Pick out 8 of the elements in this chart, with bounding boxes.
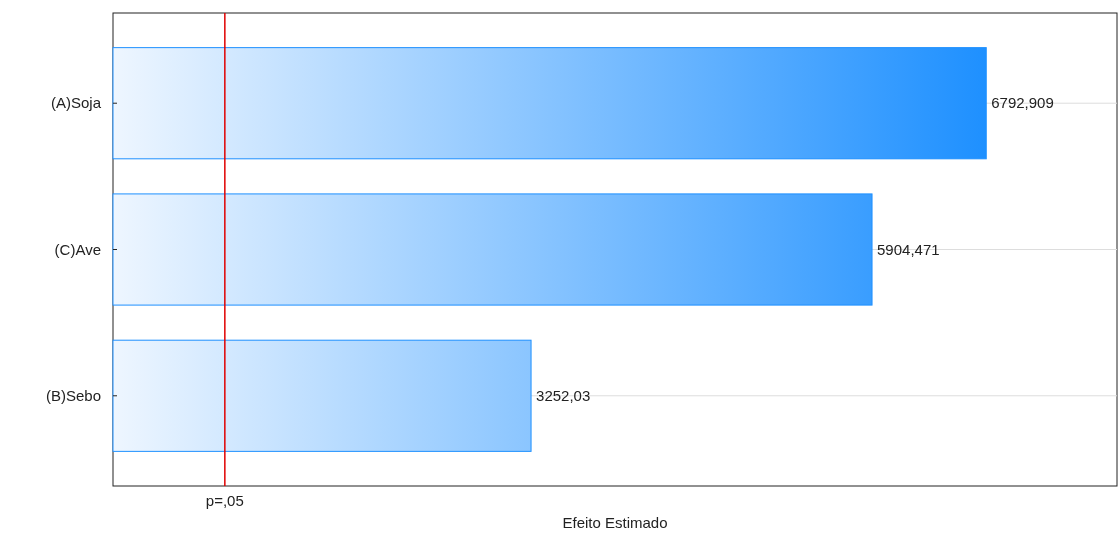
y-tick-label: (B)Sebo [45,386,101,404]
data-label: 5904,471 [877,240,940,258]
ref-line-label: p=,05 [205,492,244,509]
y-tick-label: (C)Ave [54,240,101,258]
x-axis-title: Efeito Estimado [562,514,668,531]
data-label: 3252,03 [536,386,591,404]
data-label: 6792,909 [991,94,1054,112]
y-tick-label: (A)Soja [50,94,102,112]
